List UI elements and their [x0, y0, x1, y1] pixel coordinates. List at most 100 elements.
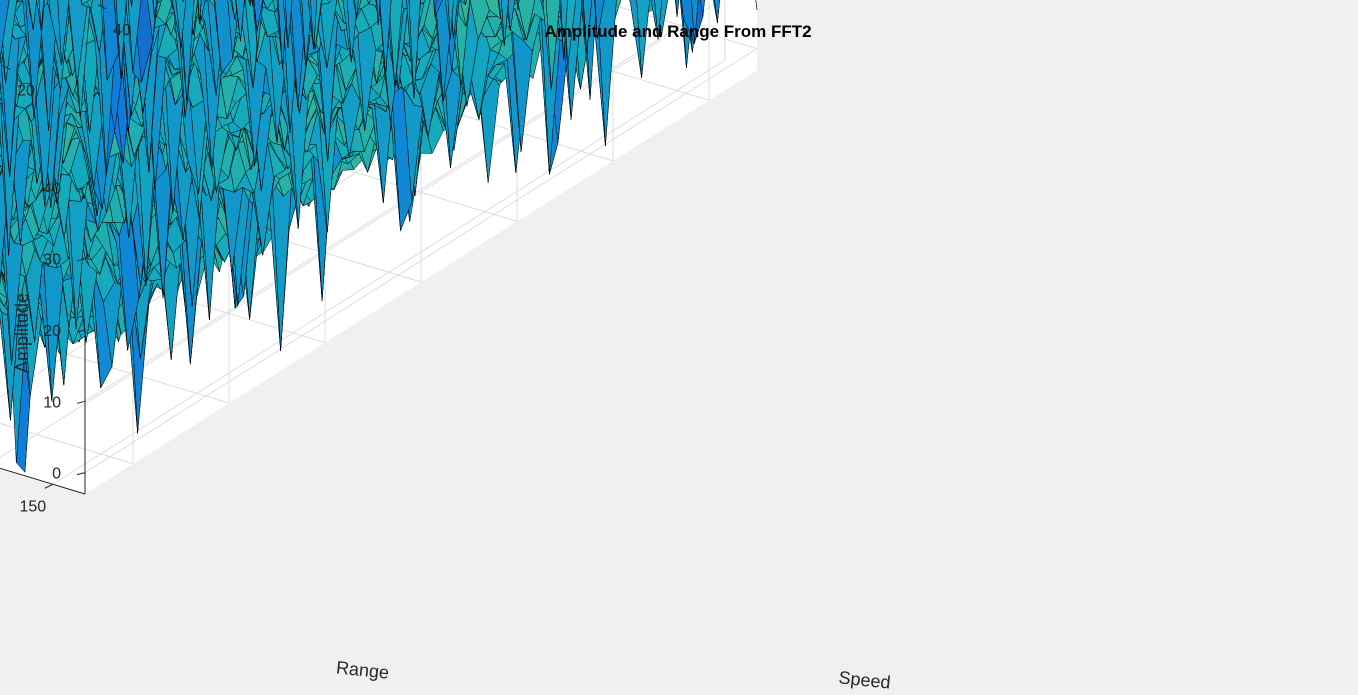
- surface-patch: [406, 0, 415, 99]
- surface-patch: [0, 267, 8, 299]
- surface-mesh[interactable]: [0, 0, 758, 473]
- z-tick-label: 40: [43, 180, 61, 197]
- surface-patch: [252, 0, 254, 7]
- surface-patch: [57, 0, 70, 66]
- surface-patch: [287, 0, 299, 108]
- surface-patch: [197, 0, 202, 24]
- surface-patch: [153, 0, 174, 16]
- surface-patch: [650, 0, 659, 40]
- surface-patch: [545, 0, 561, 90]
- surface-patch: [0, 297, 5, 307]
- surface-patch: [308, 0, 314, 50]
- surface-patch: [230, 0, 236, 20]
- surface-patch: [0, 0, 10, 62]
- surface-patch: [0, 307, 3, 313]
- surface-patch: [152, 0, 155, 19]
- surface-patch: [408, 0, 421, 99]
- surface-patch: [433, 0, 436, 17]
- y-tick-label: 150: [19, 498, 46, 515]
- surface-patch: [342, 0, 352, 63]
- surface-patch: [680, 0, 687, 68]
- surface-patch: [501, 0, 509, 46]
- surface-patch: [36, 0, 42, 30]
- surface-patch: [445, 0, 451, 40]
- surface-patch: [516, 0, 519, 11]
- surface-patch: [460, 0, 466, 6]
- surface-patch: [580, 0, 591, 100]
- surface-patch: [299, 0, 307, 68]
- surface-patch: [235, 0, 245, 42]
- surface-patch: [152, 0, 158, 19]
- surface-patch: [213, 0, 222, 74]
- z-tick-label: 10: [43, 394, 61, 411]
- speed-axis-label: Speed: [838, 667, 892, 692]
- surface-patch: [282, 0, 289, 48]
- surface-patch: [67, 0, 78, 85]
- surface-patch: [81, 0, 90, 6]
- surface-patch: [27, 0, 34, 30]
- surface-patch: [0, 172, 2, 177]
- surface-patch: [236, 0, 254, 89]
- surface-patch: [594, 0, 598, 40]
- x-tick-label: 40: [113, 22, 131, 39]
- range-axis-label: Range: [335, 657, 390, 682]
- surface-patch: [691, 0, 699, 44]
- surface-patch: [182, 0, 184, 2]
- surface-patch: [301, 0, 313, 68]
- surface-patch: [376, 0, 379, 25]
- surface-patch: [498, 0, 505, 46]
- amplitude-axis-label: Amplitude: [12, 293, 32, 373]
- surface-patch: [114, 0, 122, 79]
- surface-patch: [80, 0, 83, 5]
- surface-patch: [171, 0, 182, 48]
- surface-patch: [680, 0, 684, 18]
- surface-patch: [629, 0, 631, 3]
- surface-patch: [276, 0, 283, 69]
- surface-patch: [582, 0, 592, 54]
- surface-patch: [249, 0, 251, 6]
- surface-patch: [629, 0, 642, 78]
- surface-patch: [755, 0, 758, 11]
- surface-patch: [582, 0, 588, 54]
- surface-patch: [681, 0, 695, 44]
- surface-patch: [354, 0, 359, 19]
- surface-patch: [125, 0, 134, 73]
- surface-patch: [507, 0, 515, 31]
- surface-patch: [48, 0, 62, 66]
- surface-patch: [197, 0, 200, 24]
- surface-patch: [675, 0, 680, 17]
- surface-patch: [0, 85, 9, 256]
- surface-patch: [594, 0, 605, 40]
- surface-patch: [263, 0, 274, 10]
- surface-patch: [0, 164, 2, 168]
- z-tick-label: 0: [52, 466, 61, 483]
- surface-patch: [310, 0, 318, 50]
- surface-patch: [636, 0, 650, 78]
- z-tick-label: 30: [43, 252, 61, 269]
- surface-patch: [346, 0, 359, 63]
- surface-patch: [559, 0, 564, 61]
- surface-patch: [714, 0, 720, 23]
- surface-patch: [248, 0, 251, 4]
- surface-patch: [38, 0, 45, 30]
- axes-ticks: 010203040150100500-50-100-150-200-60-40-…: [1, 4, 131, 515]
- surface-patch: [46, 0, 51, 15]
- surface-patch: [713, 0, 718, 23]
- surface-patch: [376, 0, 381, 25]
- z-tick-label: 20: [43, 323, 61, 340]
- surface-patch: [423, 0, 444, 102]
- surface-patch: [100, 0, 108, 81]
- surface-patch: [485, 0, 501, 20]
- surface-patch: [130, 0, 132, 7]
- surface-patch: [447, 0, 454, 40]
- chart-title: Amplitude and Range From FFT2: [544, 22, 811, 41]
- surface-patch: [28, 0, 37, 30]
- x-tick-label: 20: [17, 82, 35, 99]
- surface-patch: [102, 0, 119, 81]
- surface-patch: [433, 0, 437, 17]
- surface-patch: [675, 0, 678, 17]
- surface-patch: [542, 0, 552, 90]
- surface-patch: [175, 0, 187, 48]
